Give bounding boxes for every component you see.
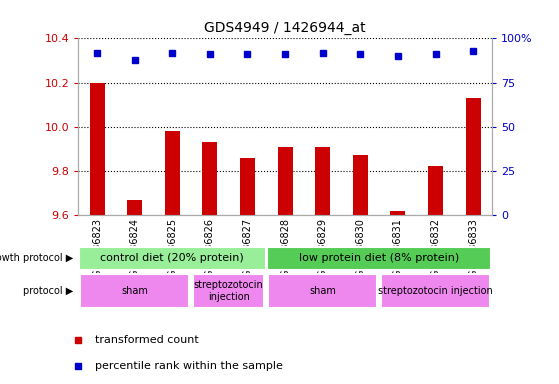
Bar xyxy=(80,274,189,308)
Bar xyxy=(127,200,142,215)
Bar xyxy=(193,274,264,308)
Bar xyxy=(268,274,377,308)
Bar xyxy=(89,83,105,215)
Text: protocol ▶: protocol ▶ xyxy=(23,286,73,296)
Bar xyxy=(79,247,266,270)
Text: sham: sham xyxy=(309,286,336,296)
Bar xyxy=(381,274,490,308)
Bar xyxy=(315,147,330,215)
Text: percentile rank within the sample: percentile rank within the sample xyxy=(95,361,283,371)
Text: streptozotocin injection: streptozotocin injection xyxy=(378,286,493,296)
Bar xyxy=(165,131,180,215)
Title: GDS4949 / 1426944_at: GDS4949 / 1426944_at xyxy=(204,21,366,35)
Bar xyxy=(466,98,481,215)
Bar xyxy=(267,247,491,270)
Text: low protein diet (8% protein): low protein diet (8% protein) xyxy=(299,253,459,263)
Bar xyxy=(202,142,217,215)
Bar xyxy=(240,158,255,215)
Bar xyxy=(428,167,443,215)
Text: sham: sham xyxy=(121,286,148,296)
Bar xyxy=(390,211,405,215)
Text: transformed count: transformed count xyxy=(95,335,199,345)
Text: control diet (20% protein): control diet (20% protein) xyxy=(101,253,244,263)
Bar xyxy=(278,147,292,215)
Text: streptozotocin
injection: streptozotocin injection xyxy=(194,280,263,302)
Bar xyxy=(353,156,368,215)
Text: growth protocol ▶: growth protocol ▶ xyxy=(0,253,73,263)
